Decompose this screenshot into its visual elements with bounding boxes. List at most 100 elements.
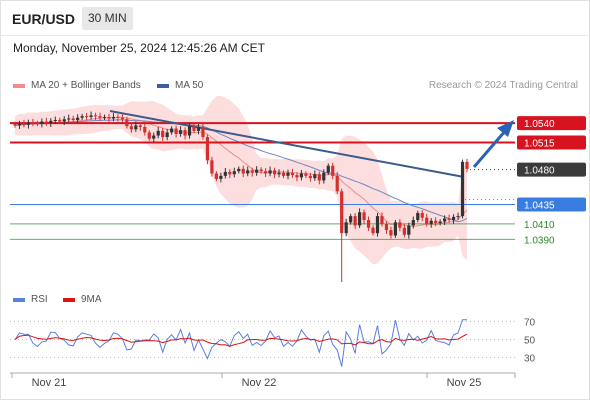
candle [201, 123, 205, 140]
price-level-label: 1.0410 [524, 220, 555, 231]
candle [165, 128, 169, 141]
candle [438, 219, 442, 226]
candle [447, 214, 451, 223]
candle-body [22, 123, 26, 125]
candle [156, 127, 160, 139]
candle-body [241, 168, 245, 174]
candle-body [201, 127, 205, 138]
candle-body [331, 165, 335, 176]
candle [304, 171, 308, 179]
candle-body [357, 212, 362, 226]
candle-body [178, 130, 183, 134]
rsi-tick-label: 50 [524, 336, 536, 347]
candle-body [393, 222, 397, 236]
candle [120, 114, 125, 123]
candle [192, 123, 196, 134]
candle-body [322, 172, 326, 181]
candle [111, 113, 116, 122]
candle-body [349, 216, 353, 223]
candle-body [456, 216, 460, 218]
candle-body [161, 130, 165, 138]
candle-body [76, 117, 80, 121]
candle [196, 123, 201, 135]
rsi-line [14, 319, 467, 367]
candle-body [344, 222, 348, 234]
candle [187, 122, 192, 139]
candle [17, 120, 22, 129]
candle-body [384, 223, 389, 231]
candle-body [299, 173, 304, 178]
level-label-text: 1.0390 [524, 235, 555, 246]
candle [290, 168, 295, 178]
candle-body [313, 174, 317, 179]
candle [425, 213, 429, 227]
candle-body [111, 116, 116, 119]
header-divider [0, 35, 590, 36]
candle [22, 120, 26, 128]
candle-body [31, 122, 35, 124]
candle [313, 170, 317, 181]
candle-body [53, 120, 57, 122]
candle-body [98, 116, 102, 118]
candle-body [129, 126, 133, 130]
candle-body [49, 120, 53, 124]
candle-body [362, 212, 366, 220]
candle [76, 114, 80, 124]
candle-body [134, 125, 138, 130]
candle [443, 215, 447, 226]
candle [362, 209, 366, 224]
candle-body [228, 171, 232, 175]
candle-body [210, 160, 214, 174]
candle [49, 118, 53, 127]
candle [80, 113, 84, 121]
candle-body [420, 213, 424, 218]
candle [174, 125, 178, 138]
candle [366, 216, 371, 231]
rsi-panel: 70 50 30 [10, 318, 536, 367]
legend-ma50: MA 50 [157, 80, 203, 91]
x-axis-tick-label: Nov 22 [242, 377, 277, 389]
candle-body [380, 216, 384, 224]
candle-body [335, 175, 339, 192]
candle-body [246, 170, 250, 174]
candle-body [451, 216, 456, 220]
candle [53, 116, 57, 124]
candle-body [264, 171, 268, 174]
candle [295, 172, 299, 182]
candle [205, 134, 210, 165]
candle-body [411, 220, 415, 226]
candle [340, 188, 344, 282]
candle-body [165, 132, 169, 138]
candle-body [170, 128, 174, 133]
candle-body [277, 172, 281, 175]
candle-body [17, 123, 22, 126]
candle [232, 167, 236, 178]
candle [67, 114, 71, 122]
candle-body [326, 165, 330, 173]
legend-ma50-label: MA 50 [175, 80, 204, 91]
symbol-label[interactable]: EUR/USD [12, 11, 76, 27]
candle-body [192, 126, 196, 131]
candle-body [67, 118, 71, 120]
candle [259, 167, 263, 174]
legend-rsi: RSI [13, 294, 48, 305]
candle [371, 225, 375, 236]
candle-body [447, 218, 451, 220]
candle-body [281, 172, 286, 176]
research-credit: Research © 2024 Trading Central [428, 80, 578, 91]
candle [116, 114, 120, 122]
candle-body [434, 220, 438, 224]
candle-body [290, 172, 295, 176]
candle [210, 156, 214, 177]
candle [389, 226, 393, 239]
candle-body [219, 175, 223, 179]
legend-9ma-label: 9MA [81, 294, 102, 305]
candle [308, 172, 312, 182]
timeframe-badge[interactable]: 30 MIN [82, 7, 133, 30]
candle-body [353, 216, 357, 226]
candle [434, 217, 438, 227]
candle-body [89, 115, 93, 117]
candle-body [120, 117, 125, 120]
candle [228, 169, 232, 179]
